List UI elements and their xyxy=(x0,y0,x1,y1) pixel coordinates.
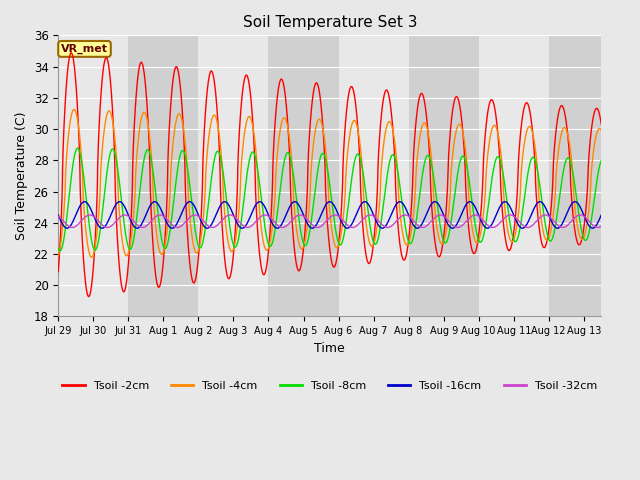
Y-axis label: Soil Temperature (C): Soil Temperature (C) xyxy=(15,112,28,240)
Legend: Tsoil -2cm, Tsoil -4cm, Tsoil -8cm, Tsoil -16cm, Tsoil -32cm: Tsoil -2cm, Tsoil -4cm, Tsoil -8cm, Tsoi… xyxy=(58,376,602,395)
Bar xyxy=(339,36,408,316)
Bar xyxy=(408,36,479,316)
Title: Soil Temperature Set 3: Soil Temperature Set 3 xyxy=(243,15,417,30)
Bar xyxy=(58,36,129,316)
Bar xyxy=(129,36,198,316)
Bar xyxy=(548,36,601,316)
Text: VR_met: VR_met xyxy=(61,44,108,54)
Bar xyxy=(198,36,268,316)
Bar xyxy=(268,36,339,316)
X-axis label: Time: Time xyxy=(314,342,345,355)
Bar xyxy=(479,36,548,316)
